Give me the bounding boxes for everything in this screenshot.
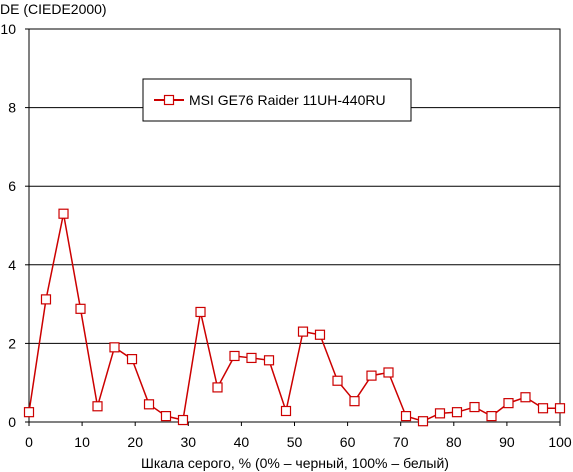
data-point [177,414,189,426]
data-point [469,401,480,413]
x-tick-label: 40 [234,434,250,450]
data-point [451,407,463,418]
x-axis-label: Шкала серого, % (0% – черный, 100% – бел… [141,455,449,471]
data-point [503,398,514,409]
data-point [349,396,360,407]
series-layer [23,208,566,427]
x-tick-label: 90 [499,434,515,450]
data-point [486,411,497,422]
data-point [520,392,531,403]
data-point [537,403,549,414]
legend-marker-swatch [163,94,175,106]
data-point [126,354,138,365]
y-tick-label: 2 [8,335,16,351]
data-point [366,370,377,381]
x-tick-label: 80 [446,434,462,450]
x-axis-ticks: 0 10 20 30 40 50 60 70 80 90 100 [25,422,572,450]
legend: MSI GE76 Raider 11UH-440RU [142,78,412,122]
grid-lines [29,107,560,344]
data-point [229,350,240,362]
x-tick-label: 10 [74,434,90,450]
data-point [23,407,35,418]
data-point [212,382,223,393]
data-point [160,411,172,422]
data-point [280,405,292,417]
y-axis-label: DE (CIEDE2000) [0,1,107,17]
x-tick-label: 70 [393,434,409,450]
data-point [75,303,86,314]
x-tick-label: 100 [548,434,572,450]
y-tick-label: 4 [8,257,16,273]
data-point [332,375,343,386]
y-tick-label: 10 [0,21,16,37]
data-point [58,208,69,219]
x-tick-label: 0 [25,434,33,450]
data-point [383,367,394,378]
data-point [40,294,52,305]
legend-entry-label: MSI GE76 Raider 11UH-440RU [189,92,386,108]
data-point [92,401,103,412]
data-point [143,399,155,410]
data-point [195,306,206,318]
data-point [314,329,326,340]
x-tick-label: 20 [127,434,143,450]
data-point [263,355,275,366]
y-tick-label: 6 [8,178,16,194]
y-tick-label: 8 [8,100,16,116]
x-tick-label: 50 [287,434,303,450]
data-point [417,416,429,427]
y-axis-ticks: 0 2 4 6 8 10 [0,21,29,430]
data-point [434,408,446,419]
x-tick-label: 60 [340,434,356,450]
x-tick-label: 30 [181,434,197,450]
data-point [297,326,309,337]
data-point [400,411,412,422]
data-point [109,342,120,353]
y-tick-label: 0 [8,414,16,430]
data-point [554,403,566,414]
data-point [246,352,257,364]
legend-box [142,78,412,122]
series-line [28,212,560,422]
